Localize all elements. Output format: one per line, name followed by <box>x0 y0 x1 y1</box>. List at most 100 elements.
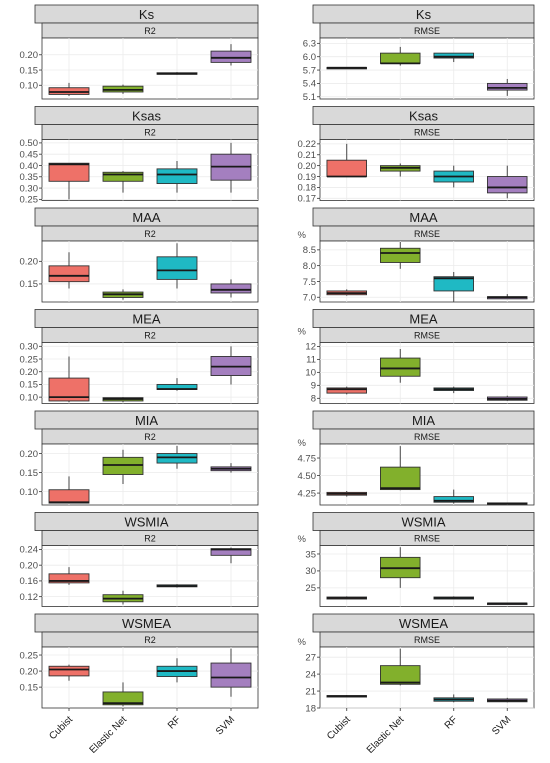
box-iqr <box>326 159 367 177</box>
x-tick-label: Cubist <box>47 714 75 742</box>
facet-subtitle: R2 <box>144 432 156 442</box>
x-tick-label: Cubist <box>325 714 353 742</box>
y-tick-label: 8.0 <box>303 261 316 272</box>
facet-title: Ks <box>139 7 155 22</box>
y-tick-label: 0.21 <box>298 150 317 161</box>
facet-subtitle: R2 <box>144 534 156 544</box>
box-svm <box>210 648 252 697</box>
facet-maa-r2: MAA R2 0.15 0.20 <box>20 207 259 303</box>
y-tick-label: 0.20 <box>20 560 39 571</box>
facet-subtitle: R2 <box>144 331 156 341</box>
facet-mea-rmse: MEA RMSE 8 9 10 11 12% <box>298 309 535 405</box>
facet-title: WSMIA <box>124 515 168 530</box>
box-elastic-net <box>102 449 144 485</box>
box-rf <box>433 52 474 63</box>
facet-subtitle: RMSE <box>414 534 440 544</box>
box-iqr <box>380 247 421 263</box>
y-unit-label: % <box>298 534 307 545</box>
facet-mia-r2: MIA R2 0.10 0.15 0.20 <box>20 410 259 506</box>
y-tick-label: 0.17 <box>298 194 317 205</box>
plot-panel <box>319 443 535 506</box>
y-tick-label: 9 <box>311 381 316 392</box>
facet-subtitle: RMSE <box>414 331 440 341</box>
y-tick-label: 0.15 <box>20 380 39 391</box>
facet-wsmea-rmse: WSMEA RMSE 18 21 24 27% Cubist Elastic Net RF SVM <box>298 613 535 756</box>
y-tick-label: 18 <box>305 703 316 714</box>
facet-subtitle: R2 <box>144 26 156 36</box>
y-tick-label: 8.5 <box>303 245 316 256</box>
y-tick-label: 0.20 <box>20 666 39 677</box>
facet-title: WSMEA <box>122 616 171 631</box>
box-iqr <box>156 453 198 464</box>
facet-subtitle: R2 <box>144 229 156 239</box>
box-iqr <box>156 256 198 280</box>
y-tick-label: 10 <box>305 368 316 379</box>
box-elastic-net <box>380 446 421 491</box>
box-iqr <box>48 573 90 584</box>
facet-title: MIA <box>412 413 435 428</box>
y-tick-label: 5.7 <box>303 65 316 76</box>
box-rf <box>433 165 474 188</box>
facet-title: Ksas <box>409 109 438 124</box>
y-tick-label: 0.30 <box>20 183 39 194</box>
x-tick-label: SVM <box>214 714 237 737</box>
y-tick-label: 0.20 <box>20 367 39 378</box>
y-tick-label: 12 <box>305 342 316 353</box>
box-cubist <box>326 490 367 497</box>
box-cubist <box>326 143 367 178</box>
y-tick-label: 30 <box>305 566 316 577</box>
box-cubist <box>326 66 367 70</box>
box-iqr <box>380 357 421 377</box>
facet-subtitle: R2 <box>144 128 156 138</box>
box-iqr <box>380 52 421 64</box>
facet-subtitle: RMSE <box>414 26 440 36</box>
y-tick-label: 0.10 <box>20 81 39 92</box>
box-elastic-net <box>102 590 144 605</box>
facet-title: MEA <box>409 312 438 327</box>
box-svm <box>487 294 528 300</box>
box-rf <box>433 596 474 600</box>
box-elastic-net <box>380 46 421 66</box>
box-elastic-net <box>380 648 421 686</box>
box-iqr <box>102 171 144 182</box>
box-iqr <box>48 489 90 504</box>
box-iqr <box>48 162 90 182</box>
facet-title: Ks <box>416 7 432 22</box>
facet-title: MIA <box>135 413 158 428</box>
y-tick-label: 5.1 <box>303 92 316 103</box>
y-tick-label: 0.15 <box>20 468 39 479</box>
facet-mea-r2: MEA R2 0.100.15 0.20 0.250.30 <box>20 309 259 404</box>
box-cubist <box>326 596 367 600</box>
y-tick-label: 0.25 <box>20 650 39 661</box>
y-tick-label: 0.24 <box>20 545 39 556</box>
box-elastic-net <box>102 397 144 403</box>
box-svm <box>210 44 252 66</box>
box-iqr <box>380 466 421 491</box>
box-iqr <box>102 456 144 475</box>
box-elastic-net <box>102 289 144 300</box>
box-rf <box>433 489 474 504</box>
y-tick-label: 0.20 <box>20 50 39 61</box>
box-cubist <box>48 252 90 289</box>
y-tick-label: 11 <box>306 355 316 366</box>
box-cubist <box>48 476 90 504</box>
box-cubist <box>48 162 90 200</box>
box-iqr <box>433 52 474 59</box>
box-rf <box>156 72 198 75</box>
box-iqr <box>380 665 421 685</box>
y-tick-label: 0.22 <box>298 139 317 150</box>
box-cubist <box>48 356 90 403</box>
box-iqr <box>48 665 90 677</box>
box-svm <box>487 165 528 199</box>
box-iqr <box>210 662 252 688</box>
box-iqr <box>487 82 528 91</box>
y-tick-label: 4.50 <box>298 471 317 482</box>
box-svm <box>210 547 252 564</box>
box-iqr <box>210 50 252 63</box>
box-svm <box>210 279 252 298</box>
box-elastic-net <box>102 171 144 193</box>
facet-title: MAA <box>409 210 438 225</box>
y-tick-label: 4.75 <box>298 453 317 464</box>
facet-title: WSMEA <box>399 616 448 631</box>
